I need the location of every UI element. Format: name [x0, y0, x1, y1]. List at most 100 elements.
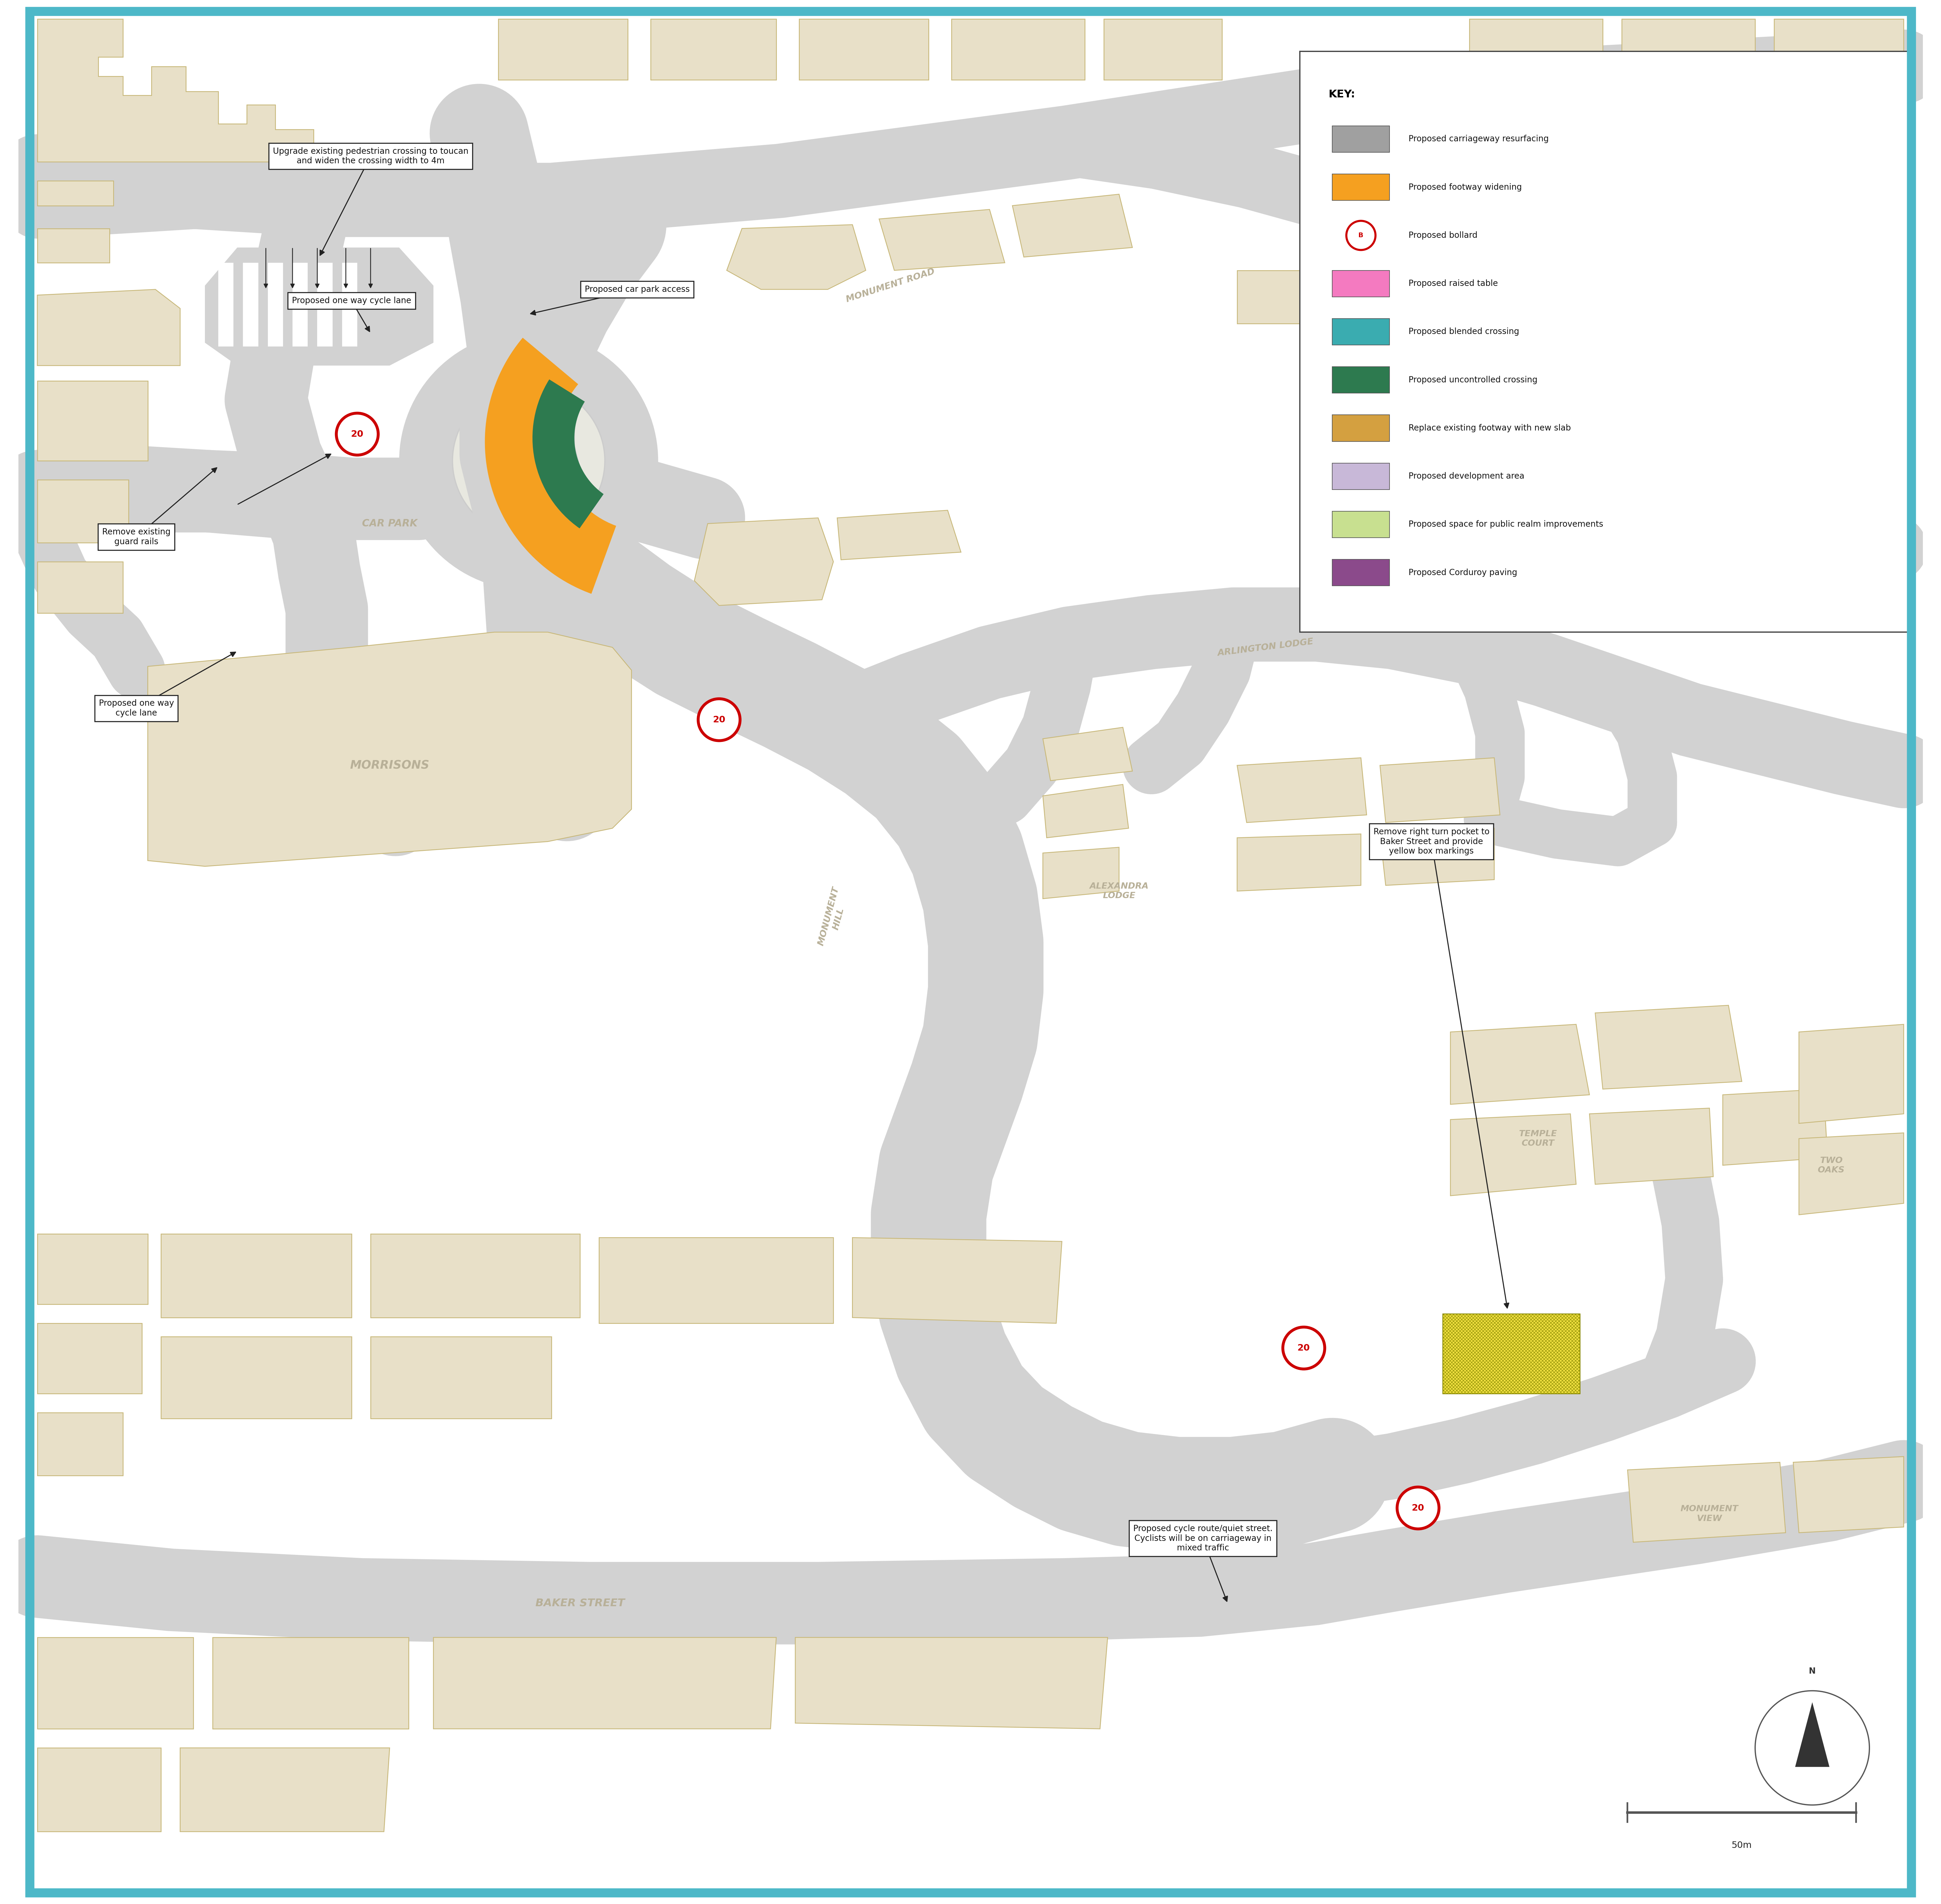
Polygon shape [342, 263, 357, 347]
Polygon shape [148, 632, 631, 866]
Polygon shape [1799, 1024, 1904, 1123]
FancyBboxPatch shape [1332, 510, 1390, 537]
Polygon shape [1623, 19, 1755, 80]
Polygon shape [1596, 295, 1691, 352]
Polygon shape [371, 1337, 551, 1418]
FancyBboxPatch shape [1332, 173, 1390, 200]
Polygon shape [316, 263, 332, 347]
Polygon shape [37, 562, 122, 613]
Polygon shape [1380, 758, 1500, 823]
Text: TWO
OAKS: TWO OAKS [1819, 1156, 1844, 1175]
Polygon shape [212, 1637, 410, 1729]
Polygon shape [1793, 1457, 1904, 1533]
Polygon shape [951, 19, 1085, 80]
Circle shape [1755, 1691, 1869, 1805]
Text: KEY:: KEY: [1328, 89, 1355, 99]
Polygon shape [796, 1637, 1108, 1729]
Polygon shape [1450, 1024, 1590, 1104]
Polygon shape [37, 1637, 194, 1729]
Polygon shape [37, 1234, 148, 1304]
Polygon shape [1481, 289, 1580, 347]
Polygon shape [1236, 758, 1366, 823]
Text: 20: 20 [1411, 1504, 1425, 1512]
Polygon shape [1590, 1108, 1714, 1184]
Text: Proposed raised table: Proposed raised table [1409, 280, 1498, 288]
Polygon shape [650, 19, 776, 80]
Polygon shape [800, 19, 928, 80]
Polygon shape [1042, 784, 1128, 838]
Polygon shape [1795, 1702, 1830, 1767]
Text: Proposed one way cycle lane: Proposed one way cycle lane [291, 297, 411, 305]
Polygon shape [1442, 1314, 1580, 1394]
Polygon shape [499, 19, 627, 80]
Text: MONUMENT
HILL: MONUMENT HILL [817, 885, 850, 950]
Polygon shape [181, 1748, 390, 1832]
FancyBboxPatch shape [1332, 415, 1390, 442]
FancyBboxPatch shape [1332, 560, 1390, 586]
Polygon shape [37, 1413, 122, 1476]
Text: Proposed bollard: Proposed bollard [1409, 230, 1477, 240]
Text: Replace existing footway with new slab: Replace existing footway with new slab [1409, 425, 1570, 432]
Polygon shape [1450, 1114, 1576, 1196]
Polygon shape [243, 263, 258, 347]
Text: CAR PARK: CAR PARK [361, 518, 417, 529]
Polygon shape [837, 510, 961, 560]
Polygon shape [37, 19, 313, 162]
Text: 20: 20 [1297, 1344, 1310, 1352]
Circle shape [452, 385, 606, 537]
Text: Proposed Corduroy paving: Proposed Corduroy paving [1409, 569, 1518, 577]
Polygon shape [1341, 181, 1442, 232]
Circle shape [400, 331, 658, 590]
Text: Proposed development area: Proposed development area [1409, 472, 1524, 480]
Polygon shape [1380, 828, 1495, 885]
Text: Upgrade existing pedestrian crossing to toucan
and widen the crossing width to 4: Upgrade existing pedestrian crossing to … [274, 147, 468, 166]
FancyBboxPatch shape [1332, 318, 1390, 345]
Polygon shape [1236, 834, 1361, 891]
Polygon shape [1351, 270, 1465, 327]
Polygon shape [161, 1234, 351, 1318]
Text: Proposed blended crossing: Proposed blended crossing [1409, 327, 1520, 335]
Text: MONUMENT
VIEW: MONUMENT VIEW [1681, 1504, 1739, 1523]
Polygon shape [1013, 194, 1132, 257]
FancyBboxPatch shape [1332, 126, 1390, 152]
Circle shape [1283, 1327, 1324, 1369]
Text: 20: 20 [351, 430, 363, 438]
Polygon shape [1825, 308, 1904, 362]
Polygon shape [37, 480, 128, 543]
FancyBboxPatch shape [1332, 270, 1390, 297]
Text: 50m: 50m [1731, 1841, 1753, 1851]
Polygon shape [1660, 99, 1809, 156]
Polygon shape [433, 1637, 776, 1729]
Polygon shape [1774, 19, 1904, 80]
Text: Proposed space for public realm improvements: Proposed space for public realm improvem… [1409, 520, 1603, 529]
Text: Proposed cycle route/quiet street.
Cyclists will be on carriageway in
mixed traf: Proposed cycle route/quiet street. Cycli… [1134, 1525, 1273, 1552]
Polygon shape [37, 1323, 142, 1394]
Polygon shape [1104, 19, 1223, 80]
Text: B: B [1359, 232, 1363, 238]
Polygon shape [726, 225, 866, 289]
Circle shape [1347, 221, 1376, 249]
Polygon shape [1828, 181, 1904, 238]
Polygon shape [37, 289, 181, 366]
Circle shape [699, 699, 740, 741]
Text: N: N [1809, 1668, 1815, 1676]
Text: Proposed one way
cycle lane: Proposed one way cycle lane [99, 699, 175, 718]
Text: ARLINGTON LODGE: ARLINGTON LODGE [1217, 638, 1314, 657]
Text: Proposed footway widening: Proposed footway widening [1409, 183, 1522, 192]
Circle shape [336, 413, 378, 455]
Polygon shape [37, 1748, 161, 1832]
Polygon shape [1628, 1462, 1786, 1542]
Polygon shape [1590, 181, 1691, 238]
Wedge shape [532, 379, 604, 529]
Polygon shape [879, 209, 1005, 270]
Polygon shape [1462, 181, 1576, 238]
Wedge shape [485, 337, 615, 594]
Text: Remove right turn pocket to
Baker Street and provide
yellow box markings: Remove right turn pocket to Baker Street… [1374, 828, 1489, 855]
FancyBboxPatch shape [1332, 463, 1390, 489]
Text: Remove existing
guard rails: Remove existing guard rails [103, 527, 171, 546]
Polygon shape [1724, 1089, 1828, 1165]
Polygon shape [37, 228, 111, 263]
Text: MORRISONS: MORRISONS [349, 760, 429, 771]
Circle shape [1398, 1487, 1438, 1529]
Text: MONUMENT ROAD: MONUMENT ROAD [844, 267, 936, 305]
